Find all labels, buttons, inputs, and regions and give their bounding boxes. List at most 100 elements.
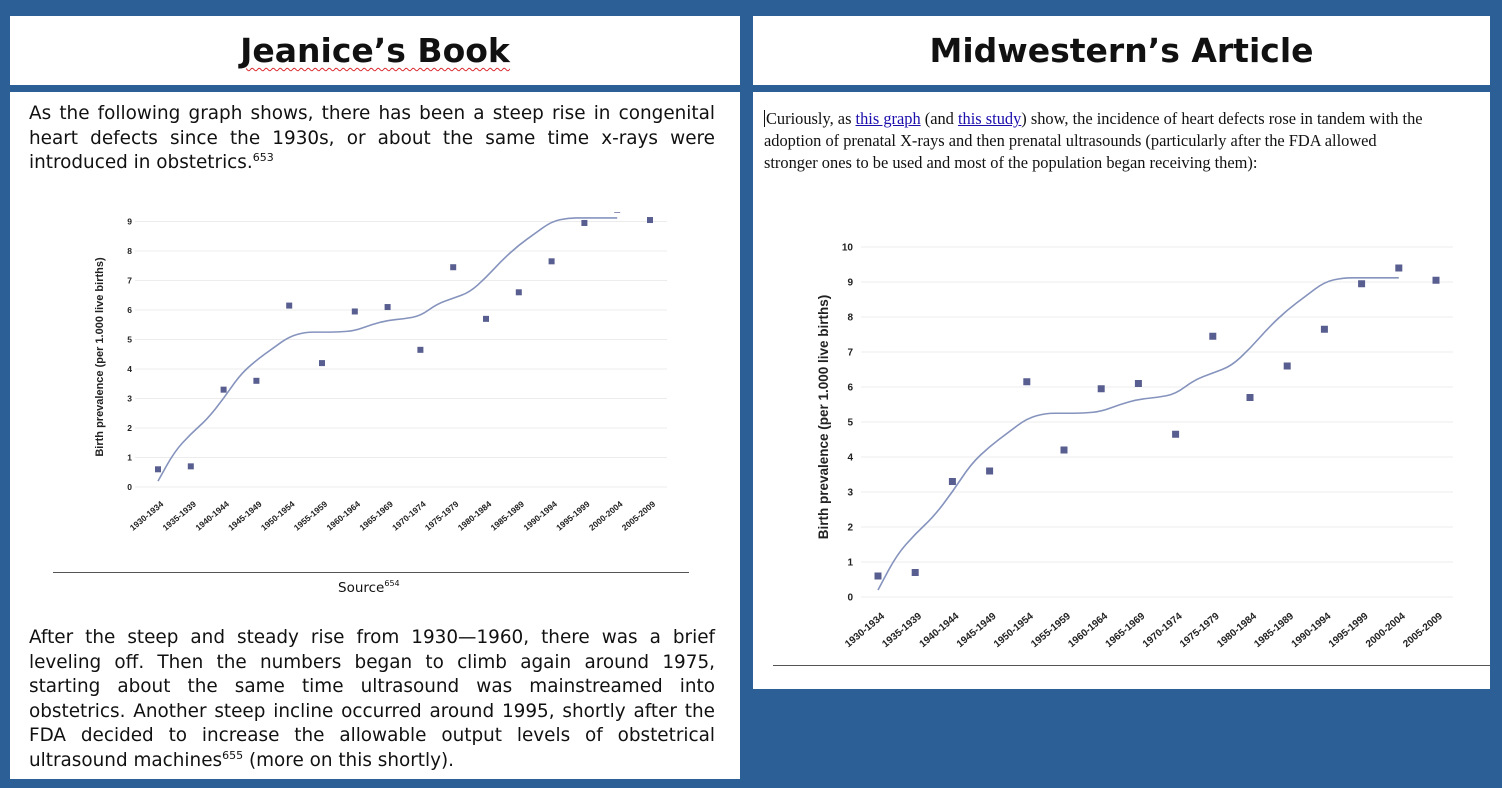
ytick-label-2: 2 — [847, 523, 853, 534]
ytick-label-8: 8 — [847, 313, 853, 324]
xtick-label-1950-1954: 1950-1954 — [992, 611, 1036, 650]
left-paragraph-2-text: After the steep and steady rise from 193… — [29, 627, 715, 771]
left-title-box: Jeanice’s Book — [10, 16, 740, 85]
xtick-label-1935-1939: 1935-1939 — [880, 611, 924, 650]
data-point-1940-1944 — [948, 478, 956, 485]
xtick-label-2005-2009: 2005-2009 — [1401, 611, 1445, 650]
data-point-1955-1959 — [319, 360, 325, 367]
xtick-label-1995-1999: 1995-1999 — [554, 499, 592, 533]
right-paragraph: Curiously, as this graph (and this study… — [764, 108, 1424, 174]
footnote-ref-655[interactable]: 655 — [222, 748, 244, 762]
xtick-label-1985-1989: 1985-1989 — [489, 499, 527, 533]
data-point-1950-1954 — [286, 302, 293, 309]
data-point-1950-1954 — [1023, 378, 1031, 386]
left-paragraph-2-tail: (more on this shortly). — [243, 749, 455, 771]
data-point-1995-1999 — [1358, 280, 1366, 288]
data-point-1945-1949 — [253, 377, 260, 384]
data-point-1985-1989 — [515, 289, 522, 296]
right-chart: 0123456789101930-19341935-19391940-19441… — [842, 243, 1453, 650]
xtick-label-1940-1944: 1940-1944 — [193, 499, 231, 533]
data-point-1980-1984 — [483, 315, 489, 322]
data-point-1935-1939 — [911, 569, 919, 576]
this-study-link[interactable]: this study — [957, 109, 1022, 128]
data-point-1935-1939 — [187, 463, 194, 470]
xtick-label-1990-1994: 1990-1994 — [521, 499, 559, 533]
left-panel: As the following graph shows, there has … — [10, 92, 740, 779]
left-paragraph-1-text: As the following graph shows, there has … — [29, 103, 715, 173]
data-point-1945-1949 — [986, 467, 994, 475]
ytick-label-8: 8 — [127, 246, 132, 256]
ytick-label-9: 9 — [847, 278, 853, 289]
ytick-label-2: 2 — [127, 423, 132, 433]
data-point-1940-1944 — [220, 386, 227, 393]
xtick-label-1930-1934: 1930-1934 — [843, 611, 887, 650]
left-chart: 0123456789101930-19341935-19391940-19441… — [127, 212, 667, 533]
xtick-label-1985-1989: 1985-1989 — [1252, 611, 1296, 650]
ytick-label-0: 0 — [847, 593, 853, 604]
xtick-label-1965-1969: 1965-1969 — [1104, 611, 1148, 650]
ytick-label-10: 10 — [842, 243, 854, 254]
source-line: Source654 — [338, 579, 400, 597]
ytick-label-6: 6 — [847, 383, 853, 394]
xtick-label-1980-1984: 1980-1984 — [456, 499, 494, 533]
ytick-label-7: 7 — [127, 275, 132, 285]
data-point-1985-1989 — [1283, 362, 1291, 370]
xtick-label-1955-1959: 1955-1959 — [292, 499, 330, 533]
xtick-label-1975-1979: 1975-1979 — [1178, 611, 1222, 650]
ytick-label-6: 6 — [127, 305, 132, 315]
xtick-label-1940-1944: 1940-1944 — [918, 611, 962, 650]
left-title: Jeanice’s Book — [240, 31, 510, 70]
data-point-1975-1979 — [450, 264, 457, 271]
left-chart-ylabel: Birth prevalence (per 1.000 live births) — [94, 257, 106, 457]
xtick-label-1955-1959: 1955-1959 — [1029, 611, 1073, 650]
data-point-1930-1934 — [155, 466, 161, 473]
right-chart-ylabel: Birth prevalence (per 1.000 live births) — [816, 295, 831, 540]
left-chart-axis-label-container: Birth prevalence (per 1.000 live births) — [94, 257, 106, 457]
xtick-label-2005-2009: 2005-2009 — [620, 499, 658, 533]
xtick-label-1950-1954: 1950-1954 — [259, 499, 297, 533]
data-point-1930-1934 — [874, 572, 882, 580]
xtick-label-1935-1939: 1935-1939 — [161, 499, 199, 533]
data-point-1980-1984 — [1246, 394, 1254, 401]
this-graph-link[interactable]: this graph — [855, 109, 921, 128]
ytick-label-0: 0 — [127, 482, 132, 492]
ytick-label-7: 7 — [847, 348, 853, 359]
footnote-ref-654[interactable]: 654 — [384, 579, 400, 588]
data-point-1965-1969 — [1134, 380, 1142, 387]
ytick-label-5: 5 — [127, 334, 132, 344]
ytick-label-5: 5 — [847, 418, 853, 429]
source-label: Source — [338, 580, 385, 596]
ytick-label-1: 1 — [127, 452, 132, 462]
right-text-mid2: ) show, the incidence of heart defects r… — [764, 109, 1423, 172]
ytick-label-3: 3 — [847, 488, 853, 499]
xtick-label-1995-1999: 1995-1999 — [1327, 611, 1371, 650]
right-chart-axis-label-container: Birth prevalence (per 1.000 live births) — [816, 295, 831, 540]
xtick-label-1945-1949: 1945-1949 — [955, 611, 999, 650]
data-point-1970-1974 — [1172, 430, 1180, 438]
right-title-box: Midwestern’s Article — [753, 16, 1490, 85]
trend-line — [877, 277, 1399, 591]
footnote-ref-653[interactable]: 653 — [252, 151, 274, 164]
ytick-label-1: 1 — [847, 558, 853, 569]
ytick-label-4: 4 — [127, 364, 132, 374]
xtick-label-1960-1964: 1960-1964 — [325, 499, 363, 533]
xtick-label-1970-1974: 1970-1974 — [390, 499, 428, 533]
xtick-label-1980-1984: 1980-1984 — [1215, 611, 1259, 650]
xtick-label-1970-1974: 1970-1974 — [1141, 611, 1185, 650]
xtick-label-1945-1949: 1945-1949 — [226, 499, 264, 533]
data-point-1995-1999 — [581, 219, 588, 226]
data-point-1965-1969 — [384, 304, 391, 311]
left-paragraph-1: As the following graph shows, there has … — [29, 102, 715, 176]
data-point-2005-2009 — [647, 217, 653, 224]
ytick-label-3: 3 — [127, 393, 132, 403]
data-point-1990-1994 — [548, 258, 555, 265]
data-point-2005-2009 — [1432, 276, 1440, 284]
xtick-label-2000-2004: 2000-2004 — [1364, 611, 1408, 650]
data-point-1990-1994 — [1320, 325, 1328, 333]
data-point-2000-2004 — [1395, 264, 1403, 272]
xtick-label-1975-1979: 1975-1979 — [423, 499, 461, 533]
data-point-1955-1959 — [1060, 446, 1068, 454]
data-point-1960-1964 — [351, 308, 358, 315]
right-text-start: Curiously, as — [766, 109, 856, 128]
right-text-mid1: (and — [920, 109, 958, 128]
